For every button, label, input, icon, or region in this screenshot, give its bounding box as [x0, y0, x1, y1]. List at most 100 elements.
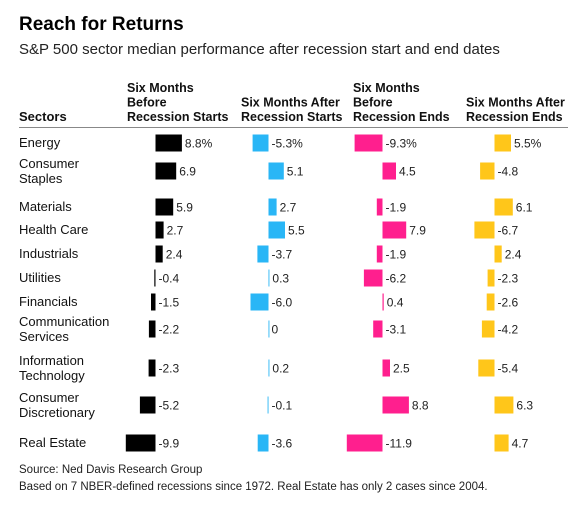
- bar: [382, 221, 407, 239]
- value-label: -5.4: [498, 362, 519, 376]
- bar: [267, 396, 269, 414]
- sector-label: Utilities: [19, 270, 61, 285]
- value-label: -0.1: [272, 399, 293, 413]
- bar: [268, 269, 270, 287]
- bar: [268, 359, 270, 377]
- bar: [148, 359, 156, 377]
- bar: [154, 269, 156, 287]
- bar: [155, 134, 182, 152]
- source-note: Source: Ned Davis Research Group: [19, 464, 203, 476]
- bar: [155, 162, 177, 180]
- value-label: -3.7: [272, 248, 293, 262]
- value-label: 4.7: [512, 437, 529, 451]
- bar: [486, 293, 495, 311]
- value-label: 2.5: [393, 362, 410, 376]
- sector-label: Consumer: [19, 390, 80, 405]
- bar: [478, 359, 495, 377]
- value-label: -2.3: [159, 362, 180, 376]
- value-label: 0.4: [387, 296, 404, 310]
- footnote: Based on 7 NBER-defined recessions since…: [19, 481, 488, 493]
- value-label: 6.1: [516, 201, 533, 215]
- value-label: -2.3: [498, 272, 519, 286]
- value-label: -2.6: [498, 296, 519, 310]
- value-label: -9.9: [159, 437, 180, 451]
- value-label: -0.4: [159, 272, 180, 286]
- column-header-4-line-1: Six Months After: [466, 96, 565, 110]
- bar: [151, 293, 156, 311]
- sector-label: Consumer: [19, 156, 80, 171]
- value-label: -3.1: [386, 323, 407, 337]
- sector-label: Discretionary: [19, 405, 95, 420]
- bar: [268, 198, 277, 216]
- value-label: 5.5%: [514, 137, 542, 151]
- value-label: 5.9: [176, 201, 193, 215]
- value-label: -11.9: [386, 437, 413, 451]
- bar: [494, 198, 513, 216]
- sector-label: Communication: [19, 314, 109, 329]
- sector-label: Staples: [19, 171, 63, 186]
- bar: [474, 221, 495, 239]
- bar: [268, 320, 270, 338]
- value-label: 6.3: [516, 399, 533, 413]
- value-label: -6.7: [498, 224, 519, 238]
- bar: [382, 162, 396, 180]
- column-header-1-line-1: Six Months: [127, 81, 194, 95]
- value-label: -3.6: [272, 437, 293, 451]
- sector-label: Technology: [19, 368, 85, 383]
- bar: [346, 434, 383, 452]
- bar: [376, 245, 383, 263]
- bar: [155, 198, 174, 216]
- value-label: 5.1: [287, 165, 304, 179]
- bar: [494, 434, 509, 452]
- bar: [494, 245, 502, 263]
- value-label: -9.3%: [386, 137, 418, 151]
- chart-title: Reach for Returns: [19, 14, 184, 35]
- value-label: 2.7: [167, 224, 184, 238]
- bar: [363, 269, 383, 287]
- bar: [494, 396, 514, 414]
- column-header-1-line-2: Before: [127, 96, 167, 110]
- sector-label: Energy: [19, 135, 61, 150]
- bar: [494, 134, 511, 152]
- column-header-3-line-1: Six Months: [353, 81, 420, 95]
- column-header-3-line-2: Before: [353, 96, 393, 110]
- bar: [155, 245, 163, 263]
- value-label: 8.8: [412, 399, 429, 413]
- value-label: -6.0: [272, 296, 293, 310]
- bar: [481, 320, 495, 338]
- value-label: 2.7: [280, 201, 297, 215]
- bar: [376, 198, 383, 216]
- column-header-4-line-2: Recession Ends: [466, 110, 563, 124]
- bar: [155, 221, 164, 239]
- bar: [354, 134, 383, 152]
- sector-label: Real Estate: [19, 435, 86, 450]
- value-label: 5.5: [288, 224, 305, 238]
- bar: [382, 293, 384, 311]
- value-label: -1.9: [386, 248, 407, 262]
- value-label: 6.9: [179, 165, 196, 179]
- value-label: 2.4: [505, 248, 522, 262]
- bar: [382, 359, 390, 377]
- value-label: -5.3%: [272, 137, 304, 151]
- column-header-2-line-1: Six Months After: [241, 96, 340, 110]
- bar: [125, 434, 156, 452]
- value-label: -5.2: [159, 399, 180, 413]
- value-label: -2.2: [159, 323, 180, 337]
- bar: [257, 434, 269, 452]
- bar: [257, 245, 269, 263]
- chart-subtitle: S&P 500 sector median performance after …: [19, 41, 500, 58]
- value-label: 2.4: [166, 248, 183, 262]
- value-label: 0.2: [272, 362, 289, 376]
- value-label: 0.3: [272, 272, 289, 286]
- sector-label: Information: [19, 353, 84, 368]
- sector-label: Health Care: [19, 222, 88, 237]
- sector-label: Services: [19, 329, 69, 344]
- bar: [268, 221, 285, 239]
- bar: [252, 134, 269, 152]
- bar: [382, 396, 409, 414]
- value-label: -4.8: [498, 165, 519, 179]
- sector-label: Industrials: [19, 246, 79, 261]
- value-label: 7.9: [409, 224, 426, 238]
- bar: [250, 293, 269, 311]
- sector-label: Financials: [19, 294, 78, 309]
